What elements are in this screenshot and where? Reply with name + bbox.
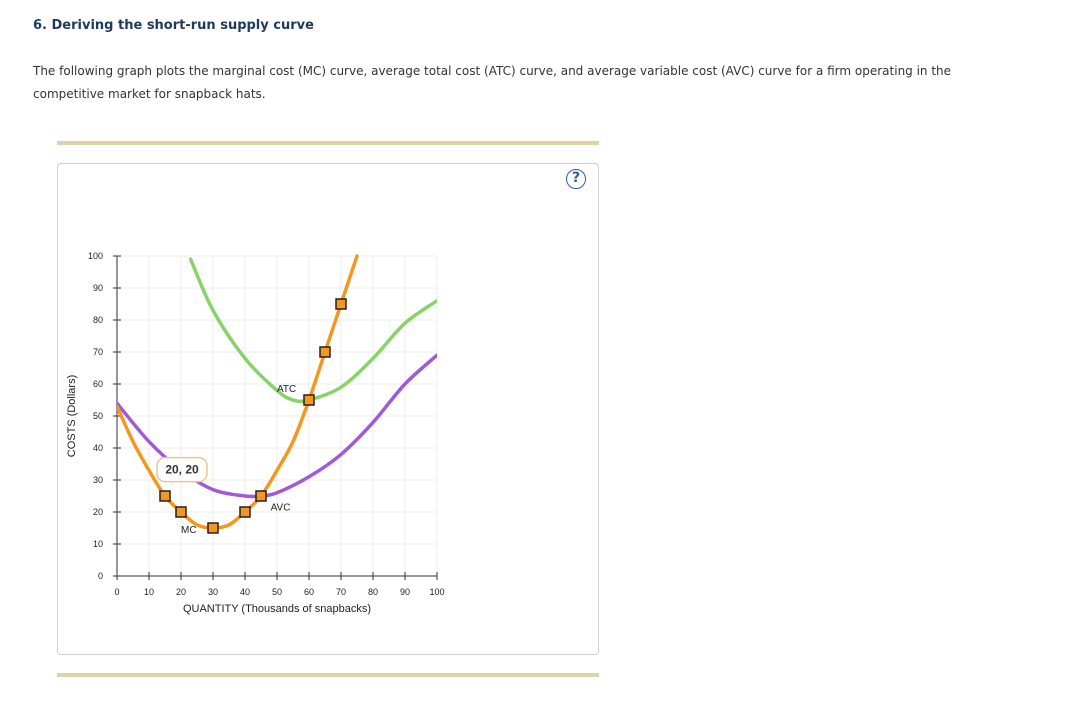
avc-label: AVC (271, 502, 291, 513)
y-tick-label: 20 (93, 507, 103, 517)
mc-point (303, 394, 315, 406)
x-tick-label: 70 (336, 587, 346, 597)
y-tick-label: 100 (88, 251, 103, 261)
x-tick-label: 100 (429, 587, 444, 597)
y-tick-label: 60 (93, 379, 103, 389)
y-tick-label: 50 (93, 411, 103, 421)
curve-labels: MC AVC ATC 20, 20 (156, 384, 296, 536)
x-tick-label: 60 (304, 587, 314, 597)
mc-point (335, 298, 347, 310)
tooltip-box (156, 456, 208, 483)
mc-point (175, 506, 187, 518)
y-axis-label: COSTS (Dollars) (66, 375, 78, 458)
atc-label: ATC (277, 384, 296, 395)
mc-point (159, 490, 171, 502)
top-divider (57, 141, 599, 145)
x-tick-label: 10 (144, 587, 154, 597)
x-tick-label: 50 (272, 587, 282, 597)
y-tick-label: 30 (93, 475, 103, 485)
y-tick-label: 10 (93, 539, 103, 549)
y-tick-label: 90 (93, 283, 103, 293)
x-tick-label: 0 (114, 587, 119, 597)
y-tick-label: 40 (93, 443, 103, 453)
series-atc-line (188, 257, 437, 404)
x-tick-label: 90 (400, 587, 410, 597)
mc-point (255, 490, 267, 502)
series-mc-line (117, 254, 359, 530)
mc-point (319, 346, 331, 358)
x-axis-label: QUANTITY (Thousands of snapbacks) (183, 603, 371, 615)
bottom-divider (57, 673, 599, 677)
question-title: 6. Deriving the short-run supply curve (33, 18, 314, 33)
x-tick-label: 30 (208, 587, 218, 597)
grid (116, 255, 438, 577)
x-tick-label: 80 (368, 587, 378, 597)
x-tick-label: 40 (240, 587, 250, 597)
y-tick-label: 80 (93, 315, 103, 325)
axes: 0 10 20 30 40 50 60 70 80 90 100 0 10 20 30 40 50 60 70 80 9… (66, 251, 445, 615)
y-tick-label: 0 (98, 571, 103, 581)
y-tick-label: 70 (93, 347, 103, 357)
question-description: The following graph plots the marginal c… (33, 64, 952, 101)
tooltip: 20, 20 (156, 456, 208, 483)
x-tick-label: 20 (176, 587, 186, 597)
mc-point (207, 522, 219, 534)
tooltip-text: 20, 20 (165, 463, 199, 477)
graph-panel (57, 163, 599, 655)
mc-points (159, 298, 347, 534)
help-icon[interactable]: ? (566, 169, 586, 189)
mc-label: MC (181, 525, 197, 536)
mc-point (239, 506, 251, 518)
